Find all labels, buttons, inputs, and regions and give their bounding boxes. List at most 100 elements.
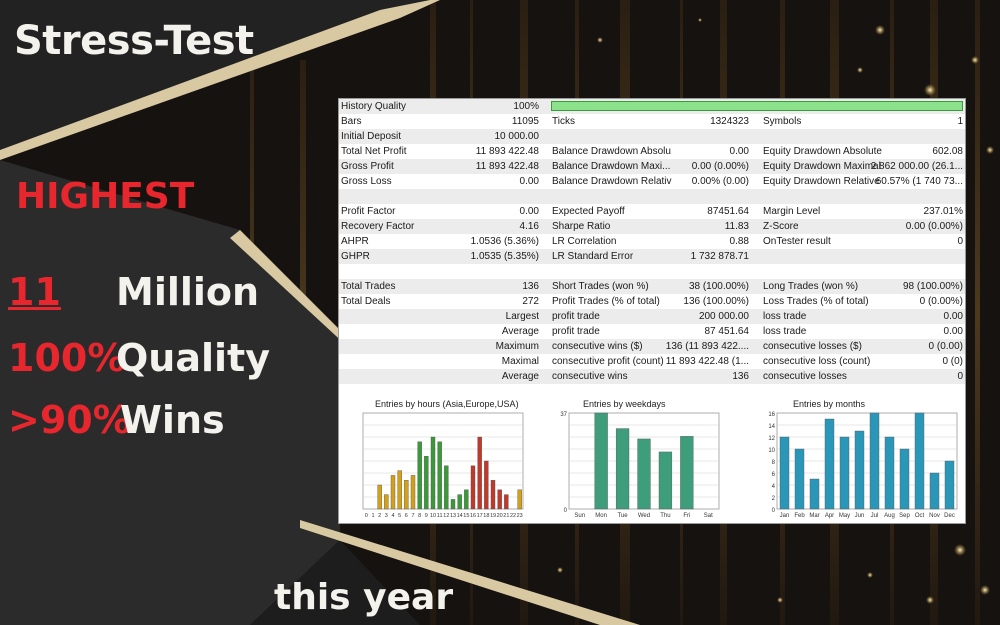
metric-value: 1.0535 (5.35%) [470, 251, 539, 262]
entries-by-hours-chart: 0 1 2 3 4 5 6 7 8 9 10 11 12 13 14 15 16 17 18 19 20 21 22 23 [362, 412, 524, 519]
y-tick-label: 8 [772, 460, 776, 466]
report-row: Largest profit trade 200 000.00 loss trade 0… [339, 309, 965, 324]
metric-label: Initial Deposit [341, 131, 402, 142]
metric-label: OnTester result [763, 236, 831, 247]
metric-value: 1 [957, 116, 963, 127]
y-tick-label: 10 [768, 448, 775, 454]
metric-label: Gross Loss [341, 176, 392, 187]
metric-label: Margin Level [763, 206, 821, 217]
report-row: Gross Profit 11 893 422.48 Balance Drawdow… [339, 159, 965, 174]
metric-value: 272 [522, 296, 539, 307]
chart-bar [430, 436, 436, 510]
x-tick-label: Nov [929, 513, 940, 519]
metric-value: 0 (0.00) [928, 341, 963, 352]
chart-bar [869, 412, 880, 510]
chart-bar [794, 448, 805, 510]
chart-bar [450, 499, 456, 510]
metric-value: 0.00 (0.00%) [691, 161, 749, 172]
promo-highest-label: HIGHEST [16, 176, 195, 217]
stat-value-quality: 100% [8, 336, 126, 380]
x-tick-label: Wed [638, 513, 650, 519]
metric-label: consecutive wins ($) [552, 341, 643, 352]
chart-bar [944, 460, 955, 510]
metric-value: 10 000.00 [494, 131, 540, 142]
report-row: Maximum consecutive wins ($) 136 (11 893 4… [339, 339, 965, 354]
metric-label: Total Net Profit [341, 146, 407, 157]
y-tick-label: 16 [768, 412, 775, 418]
metric-label: LR Correlation [552, 236, 617, 247]
report-row: Bars 11095 Ticks 1324323 Symbols 1 [339, 114, 965, 129]
chart-bar [410, 475, 416, 510]
report-row: GHPR 1.0535 (5.35%) LR Standard Error 1 732… [339, 249, 965, 264]
chart-title: Entries by hours (Asia,Europe,USA) [375, 399, 519, 409]
x-tick-label: Tue [618, 513, 629, 519]
chart-bar [899, 448, 910, 510]
metric-label: loss trade [763, 311, 807, 322]
y-tick-label: 14 [768, 424, 775, 430]
y-tick-label: 2 [772, 496, 776, 502]
metric-value: 602.08 [932, 146, 963, 157]
chart-bar [477, 436, 482, 510]
metric-value: 0.00% (0.00) [691, 176, 749, 187]
x-tick-label: 11 [437, 513, 443, 519]
chart-bar [779, 436, 790, 510]
chart-bar [615, 428, 630, 510]
metric-label: Long Trades (won %) [763, 281, 859, 292]
report-row: Recovery Factor 4.16 Sharpe Ratio 11.83 Z-Sc… [339, 219, 965, 234]
metric-label: Sharpe Ratio [552, 221, 611, 232]
metric-label: Equity Drawdown Relative [763, 176, 880, 187]
y-tick-label: 37 [560, 412, 567, 418]
x-tick-label: 6 [405, 513, 408, 519]
metric-label: Symbols [763, 116, 802, 127]
metric-label: Loss Trades (% of total) [763, 296, 869, 307]
x-tick-label: 1 [371, 513, 374, 519]
history-quality-label: History Quality [341, 101, 407, 112]
x-tick-label: 7 [411, 513, 414, 519]
history-quality-bar [551, 101, 963, 111]
x-tick-label: Oct [915, 513, 925, 519]
y-tick-label: 0 [564, 508, 568, 514]
report-row [339, 264, 965, 279]
chart-bar [484, 460, 489, 510]
report-row: Total Net Profit 11 893 422.48 Balance Dra… [339, 144, 965, 159]
chart-bar [497, 489, 502, 510]
metric-label: Gross Profit [341, 161, 394, 172]
x-tick-label: 16 [470, 513, 476, 519]
metric-label: Expected Payoff [552, 206, 625, 217]
x-tick-label: 19 [490, 513, 496, 519]
x-tick-label: Mar [809, 513, 819, 519]
promo-bottom-caption: this year [274, 577, 454, 618]
metric-label: Balance Drawdown Absolu... [552, 146, 672, 157]
chart-bar [390, 475, 396, 510]
metric-label: Short Trades (won %) [552, 281, 649, 292]
metric-label: consecutive wins [552, 371, 628, 382]
chart-bar [444, 465, 449, 510]
chart-bar [854, 430, 865, 510]
chart-bar [914, 412, 925, 510]
metric-value: 11.83 [724, 221, 749, 232]
metric-label: Profit Trades (% of total) [552, 296, 660, 307]
x-tick-label: Aug [884, 513, 895, 519]
x-tick-label: Feb [794, 513, 805, 519]
metric-label: consecutive loss (count) [763, 356, 871, 367]
chart-bar [377, 484, 382, 510]
report-row: Total Deals 272 Profit Trades (% of total)… [339, 294, 965, 309]
x-tick-label: Sat [704, 513, 713, 519]
metric-value: 0.00 [729, 146, 749, 157]
chart-bar [404, 479, 409, 510]
chart-bar [457, 494, 462, 510]
report-row: Profit Factor 0.00 Expected Payoff 87451.64… [339, 204, 965, 219]
x-tick-label: 3 [385, 513, 388, 519]
x-tick-label: Mon [595, 513, 607, 519]
metric-value: 87 451.64 [704, 326, 750, 337]
metric-value: 0 [957, 236, 963, 247]
metric-value: 98 (100.00%) [902, 281, 963, 292]
metric-label: Equity Drawdown Maximal [763, 161, 881, 172]
x-tick-label: Jun [855, 513, 865, 519]
history-quality-value: 100% [513, 101, 539, 112]
metric-value: 1324323 [710, 116, 749, 127]
stat-label-quality: Quality [116, 336, 270, 380]
x-tick-label: Jan [780, 513, 790, 519]
metric-label: consecutive losses ($) [763, 341, 862, 352]
metric-value: 200 000.00 [698, 311, 749, 322]
